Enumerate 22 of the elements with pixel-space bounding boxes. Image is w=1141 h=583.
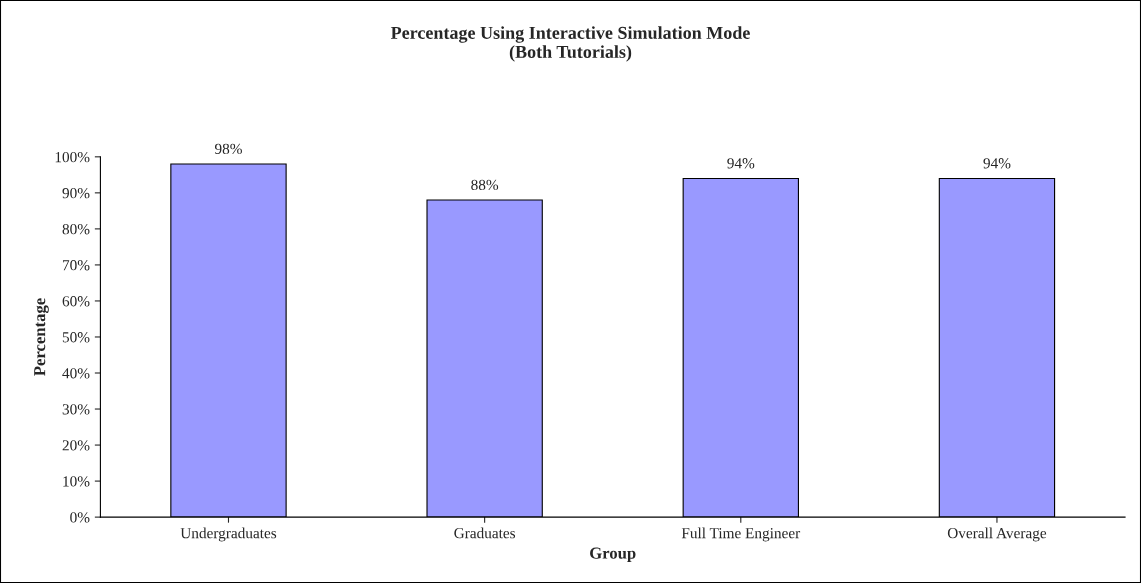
data-label: 94% <box>983 158 1011 169</box>
data-label: 88% <box>471 179 499 191</box>
y-axis-title: Percentage <box>34 298 49 376</box>
data-label: 98% <box>214 143 242 155</box>
y-tick-label: 40% <box>62 368 90 379</box>
y-tick-label: 50% <box>62 332 90 343</box>
y-tick-label: 90% <box>62 188 90 199</box>
y-tick-label: 60% <box>62 296 90 307</box>
y-tick-label: 30% <box>62 404 90 415</box>
data-label: 94% <box>727 158 755 169</box>
chart-title: Percentage Using Interactive Simulation Mode (Both Tutorials) <box>390 26 750 62</box>
y-tick-label: 20% <box>62 440 90 451</box>
y-tick-label: 0% <box>70 512 90 523</box>
y-tick-label: 100% <box>55 151 90 163</box>
y-tick-label: 10% <box>63 476 90 487</box>
x-tick-label: Full Time Engineer <box>681 527 801 542</box>
x-axis-title: Group <box>590 547 636 563</box>
y-tick-label: 70% <box>63 260 90 271</box>
y-tick-label: 80% <box>62 224 90 235</box>
x-tick-label: Graduates <box>454 527 516 539</box>
x-tick-label: Undergraduates <box>180 527 277 542</box>
x-tick-label: Overall Average <box>947 527 1047 542</box>
